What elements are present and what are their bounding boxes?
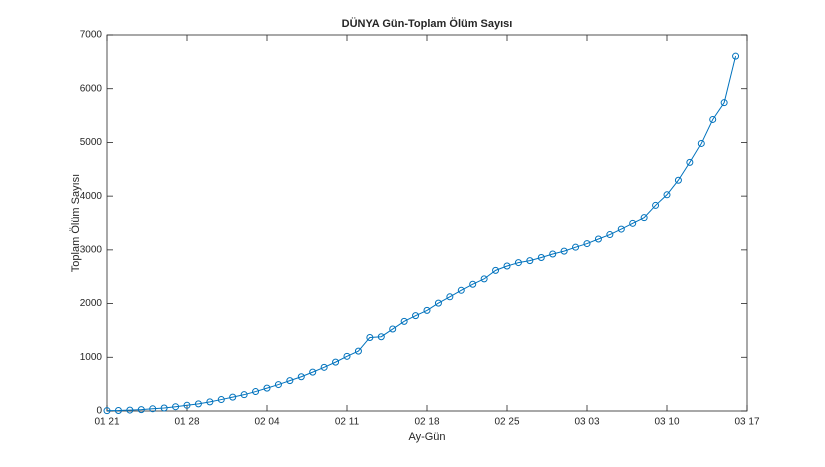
point-marker: [183, 401, 191, 409]
point-marker: [537, 253, 545, 261]
x-tick-label: 02 11: [335, 417, 360, 428]
y-tick-label: 6000: [80, 83, 103, 94]
point-marker: [492, 266, 500, 274]
point-marker: [206, 398, 214, 406]
point-marker: [126, 406, 134, 414]
point-marker: [686, 158, 694, 166]
x-tick-label: 02 18: [414, 417, 439, 428]
point-marker: [412, 312, 420, 320]
point-marker: [697, 139, 705, 147]
point-marker: [389, 325, 397, 333]
point-marker: [572, 243, 580, 251]
point-marker: [400, 317, 408, 325]
point-marker: [309, 368, 317, 376]
point-marker: [320, 363, 328, 371]
y-tick-label: 4000: [80, 191, 103, 202]
point-marker: [709, 115, 717, 123]
point-marker: [629, 219, 637, 227]
point-marker: [503, 262, 511, 270]
point-marker: [423, 306, 431, 314]
point-marker: [172, 403, 180, 411]
point-marker: [617, 225, 625, 233]
point-marker: [469, 280, 477, 288]
point-marker: [366, 333, 374, 341]
point-marker: [377, 333, 385, 341]
x-tick-label: 03 03: [574, 417, 599, 428]
point-marker: [274, 381, 282, 389]
point-marker: [732, 52, 740, 60]
x-tick-label: 03 17: [734, 417, 759, 428]
point-marker: [560, 247, 568, 255]
y-tick-label: 1000: [80, 352, 103, 363]
point-marker: [720, 99, 728, 107]
x-tick-label: 02 04: [254, 417, 279, 428]
point-marker: [480, 275, 488, 283]
point-marker: [652, 201, 660, 209]
point-marker: [526, 257, 534, 265]
x-axis-label: Ay-Gün: [408, 431, 445, 443]
x-tick-label: 01 28: [174, 417, 199, 428]
point-marker: [594, 235, 602, 243]
point-marker: [457, 286, 465, 294]
x-tick-label: 01 21: [94, 417, 119, 428]
point-marker: [137, 406, 145, 414]
point-marker: [160, 404, 168, 412]
point-marker: [252, 388, 260, 396]
point-marker: [194, 400, 202, 408]
point-marker: [114, 407, 122, 415]
series-line: [106, 56, 737, 412]
point-marker: [343, 352, 351, 360]
point-marker: [103, 407, 111, 415]
y-tick-label: 7000: [80, 30, 103, 41]
chart-title: DÜNYA Gün-Toplam Ölüm Sayısı: [342, 17, 513, 30]
point-marker: [297, 373, 305, 381]
point-marker: [240, 391, 248, 399]
x-tick-label: 03 10: [654, 417, 679, 428]
point-marker: [640, 214, 648, 222]
point-marker: [263, 384, 271, 392]
point-marker: [446, 293, 454, 301]
point-marker: [606, 231, 614, 239]
y-tick-label: 3000: [80, 244, 103, 255]
point-marker: [229, 393, 237, 401]
point-marker: [332, 358, 340, 366]
y-tick-label: 0: [96, 406, 102, 417]
point-marker: [663, 191, 671, 199]
point-marker: [149, 405, 157, 413]
point-marker: [549, 250, 557, 258]
point-marker: [217, 396, 225, 404]
point-marker: [674, 176, 682, 184]
point-marker: [286, 377, 294, 385]
point-marker: [583, 240, 591, 248]
point-marker: [434, 299, 442, 307]
point-marker: [354, 347, 362, 355]
point-marker: [514, 259, 522, 267]
x-tick-label: 02 25: [494, 417, 519, 428]
y-tick-label: 5000: [80, 137, 103, 148]
y-axis-label: Toplam Ölüm Sayısı: [70, 174, 82, 272]
y-tick-label: 2000: [80, 298, 103, 309]
